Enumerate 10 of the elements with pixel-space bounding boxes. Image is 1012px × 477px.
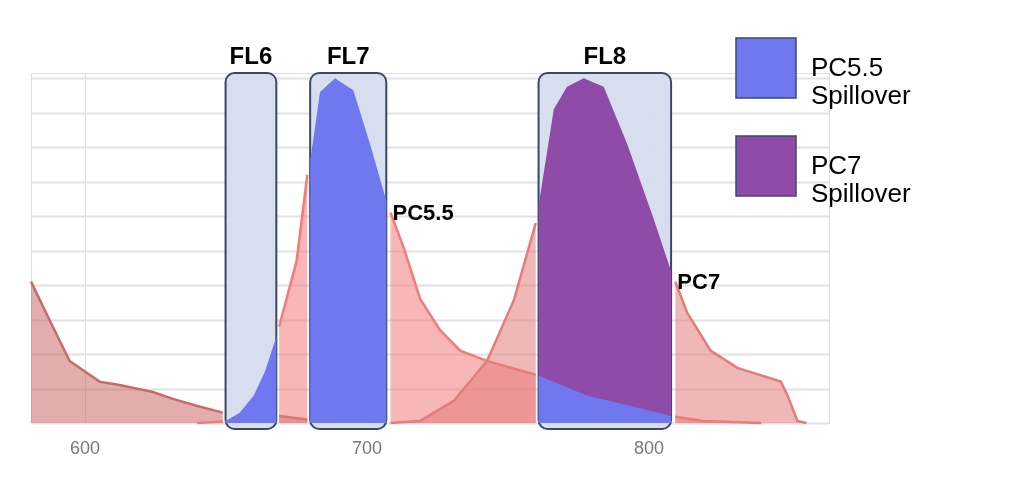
annotation: PC5.5 [392, 199, 454, 225]
band-label: FL6 [229, 42, 273, 69]
x-tick-label: 600 [70, 437, 101, 458]
annotation: PC7 [677, 268, 721, 294]
band-label: FL7 [326, 42, 370, 69]
x-tick-label: 700 [352, 437, 383, 458]
legend-label: PC5.5 Spillover [811, 52, 912, 110]
x-tick-label: 800 [634, 437, 665, 458]
band-label: FL8 [583, 42, 627, 69]
legend-label: PC7 Spillover [811, 150, 912, 208]
